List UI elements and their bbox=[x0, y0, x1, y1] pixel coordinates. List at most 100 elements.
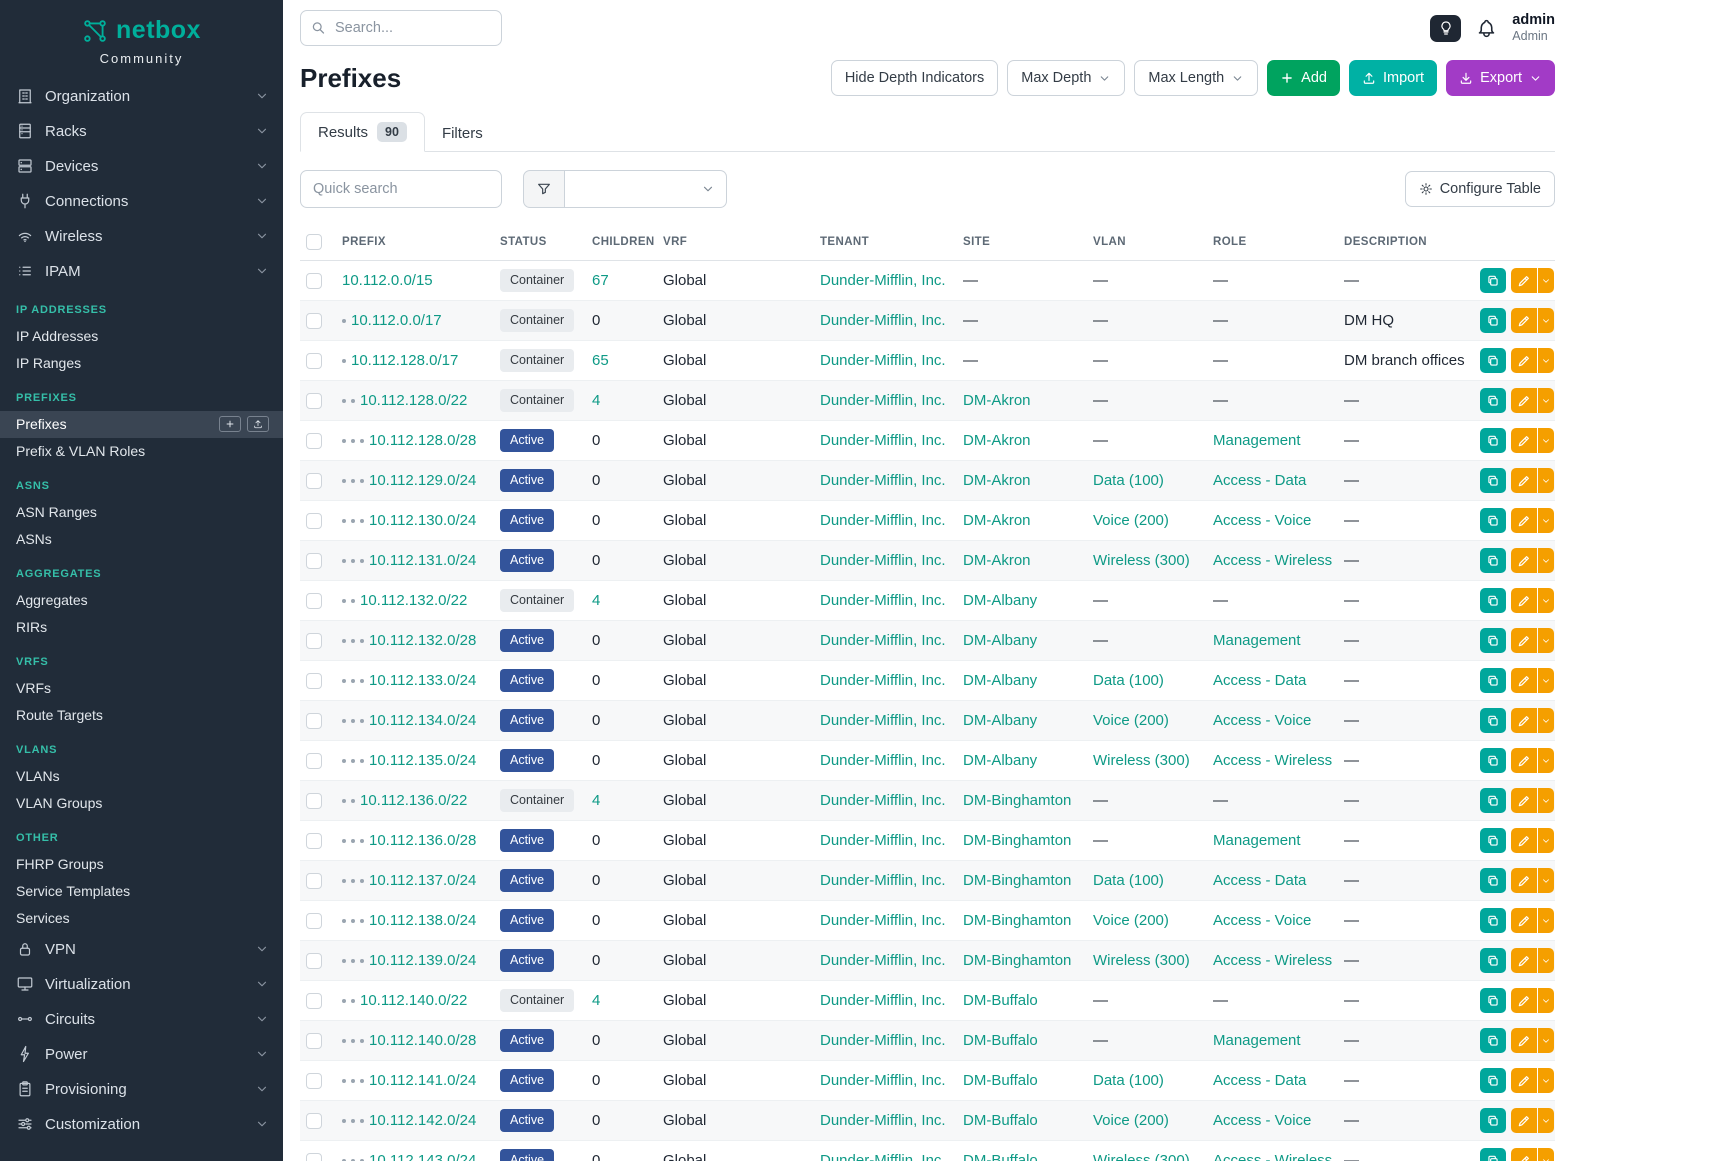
edit-dropdown-button[interactable] bbox=[1538, 828, 1554, 853]
tenant-link[interactable]: Dunder-Mifflin, Inc. bbox=[820, 432, 946, 449]
edit-button[interactable] bbox=[1511, 468, 1537, 493]
sidebar-item-ipam[interactable]: IPAM bbox=[0, 254, 283, 289]
edit-button[interactable] bbox=[1511, 628, 1537, 653]
clone-button[interactable] bbox=[1480, 388, 1506, 413]
site-link[interactable]: DM-Binghamton bbox=[963, 792, 1072, 809]
clone-button[interactable] bbox=[1480, 468, 1506, 493]
site-link[interactable]: DM-Buffalo bbox=[963, 992, 1038, 1009]
site-link[interactable]: DM-Binghamton bbox=[963, 952, 1072, 969]
site-link[interactable]: DM-Akron bbox=[963, 432, 1031, 449]
edit-button[interactable] bbox=[1511, 868, 1537, 893]
role-link[interactable]: Access - Wireless bbox=[1213, 752, 1333, 769]
clone-button[interactable] bbox=[1480, 548, 1506, 573]
edit-button[interactable] bbox=[1511, 388, 1537, 413]
edit-button[interactable] bbox=[1511, 508, 1537, 533]
vlan-link[interactable]: Voice (200) bbox=[1093, 1112, 1169, 1129]
column-header-prefix[interactable]: PREFIX bbox=[336, 229, 494, 261]
row-checkbox[interactable] bbox=[306, 953, 322, 970]
column-header-status[interactable]: STATUS bbox=[494, 229, 586, 261]
sidebar-item-service-templates[interactable]: Service Templates bbox=[0, 878, 283, 905]
edit-dropdown-button[interactable] bbox=[1538, 1148, 1554, 1161]
site-link[interactable]: DM-Albany bbox=[963, 672, 1038, 689]
tenant-link[interactable]: Dunder-Mifflin, Inc. bbox=[820, 552, 946, 569]
vlan-link[interactable]: Data (100) bbox=[1093, 1072, 1164, 1089]
site-link[interactable]: DM-Binghamton bbox=[963, 832, 1072, 849]
tenant-link[interactable]: Dunder-Mifflin, Inc. bbox=[820, 1112, 946, 1129]
sidebar-item-prefixes[interactable]: Prefixes bbox=[0, 410, 283, 438]
prefix-link[interactable]: 10.112.143.0/24 bbox=[369, 1152, 477, 1161]
prefix-link[interactable]: 10.112.136.0/28 bbox=[369, 832, 477, 849]
row-checkbox[interactable] bbox=[306, 913, 322, 930]
edit-dropdown-button[interactable] bbox=[1538, 388, 1554, 413]
clone-button[interactable] bbox=[1480, 508, 1506, 533]
site-link[interactable]: DM-Akron bbox=[963, 472, 1031, 489]
site-link[interactable]: DM-Buffalo bbox=[963, 1032, 1038, 1049]
edit-dropdown-button[interactable] bbox=[1538, 268, 1554, 293]
tenant-link[interactable]: Dunder-Mifflin, Inc. bbox=[820, 272, 946, 289]
role-link[interactable]: Access - Data bbox=[1213, 672, 1307, 689]
sidebar-item-devices[interactable]: Devices bbox=[0, 149, 283, 184]
import-button[interactable]: Import bbox=[1348, 60, 1438, 96]
edit-button[interactable] bbox=[1511, 828, 1537, 853]
role-link[interactable]: Management bbox=[1213, 832, 1301, 849]
site-link[interactable]: DM-Binghamton bbox=[963, 912, 1072, 929]
role-link[interactable]: Access - Wireless bbox=[1213, 552, 1333, 569]
tenant-link[interactable]: Dunder-Mifflin, Inc. bbox=[820, 992, 946, 1009]
edit-dropdown-button[interactable] bbox=[1538, 468, 1554, 493]
vlan-link[interactable]: Data (100) bbox=[1093, 472, 1164, 489]
prefix-link[interactable]: 10.112.132.0/28 bbox=[369, 632, 477, 649]
vlan-link[interactable]: Wireless (300) bbox=[1093, 952, 1190, 969]
sidebar-item-route-targets[interactable]: Route Targets bbox=[0, 702, 283, 729]
edit-dropdown-button[interactable] bbox=[1538, 348, 1554, 373]
sidebar-item-vrfs[interactable]: VRFs bbox=[0, 675, 283, 702]
vlan-link[interactable]: Wireless (300) bbox=[1093, 752, 1190, 769]
clone-button[interactable] bbox=[1480, 828, 1506, 853]
tenant-link[interactable]: Dunder-Mifflin, Inc. bbox=[820, 912, 946, 929]
tenant-link[interactable]: Dunder-Mifflin, Inc. bbox=[820, 352, 946, 369]
column-header-description[interactable]: DESCRIPTION bbox=[1338, 229, 1474, 261]
sidebar-item-vpn[interactable]: VPN bbox=[0, 932, 283, 967]
clone-button[interactable] bbox=[1480, 868, 1506, 893]
edit-dropdown-button[interactable] bbox=[1538, 948, 1554, 973]
row-checkbox[interactable] bbox=[306, 793, 322, 810]
sidebar-item-organization[interactable]: Organization bbox=[0, 79, 283, 114]
sidebar-item-power[interactable]: Power bbox=[0, 1037, 283, 1072]
sidebar-item-vlans[interactable]: VLANs bbox=[0, 763, 283, 790]
clone-button[interactable] bbox=[1480, 708, 1506, 733]
edit-dropdown-button[interactable] bbox=[1538, 1028, 1554, 1053]
sidebar-item-racks[interactable]: Racks bbox=[0, 114, 283, 149]
role-link[interactable]: Access - Data bbox=[1213, 1072, 1307, 1089]
add-button[interactable]: Add bbox=[1267, 60, 1340, 96]
quick-add-button[interactable] bbox=[219, 416, 241, 432]
clone-button[interactable] bbox=[1480, 348, 1506, 373]
edit-button[interactable] bbox=[1511, 348, 1537, 373]
edit-dropdown-button[interactable] bbox=[1538, 868, 1554, 893]
edit-button[interactable] bbox=[1511, 948, 1537, 973]
edit-button[interactable] bbox=[1511, 668, 1537, 693]
prefix-link[interactable]: 10.112.131.0/24 bbox=[369, 552, 477, 569]
row-checkbox[interactable] bbox=[306, 633, 322, 650]
tenant-link[interactable]: Dunder-Mifflin, Inc. bbox=[820, 872, 946, 889]
netbox-logo[interactable]: netbox Community bbox=[0, 0, 283, 66]
clone-button[interactable] bbox=[1480, 788, 1506, 813]
edit-button[interactable] bbox=[1511, 588, 1537, 613]
filter-button[interactable] bbox=[523, 170, 565, 208]
column-header-vlan[interactable]: VLAN bbox=[1087, 229, 1207, 261]
edit-button[interactable] bbox=[1511, 908, 1537, 933]
tenant-link[interactable]: Dunder-Mifflin, Inc. bbox=[820, 632, 946, 649]
select-all-checkbox[interactable] bbox=[306, 234, 322, 250]
row-checkbox[interactable] bbox=[306, 833, 322, 850]
edit-button[interactable] bbox=[1511, 1028, 1537, 1053]
site-link[interactable]: DM-Albany bbox=[963, 632, 1038, 649]
export-button[interactable]: Export bbox=[1446, 60, 1555, 96]
sidebar-item-provisioning[interactable]: Provisioning bbox=[0, 1072, 283, 1107]
sidebar-item-asn-ranges[interactable]: ASN Ranges bbox=[0, 499, 283, 526]
prefix-link[interactable]: 10.112.0.0/15 bbox=[342, 272, 433, 289]
edit-button[interactable] bbox=[1511, 708, 1537, 733]
role-link[interactable]: Management bbox=[1213, 432, 1301, 449]
row-checkbox[interactable] bbox=[306, 993, 322, 1010]
clone-button[interactable] bbox=[1480, 1148, 1506, 1161]
role-link[interactable]: Management bbox=[1213, 1032, 1301, 1049]
quick-import-button[interactable] bbox=[247, 416, 269, 432]
edit-button[interactable] bbox=[1511, 548, 1537, 573]
